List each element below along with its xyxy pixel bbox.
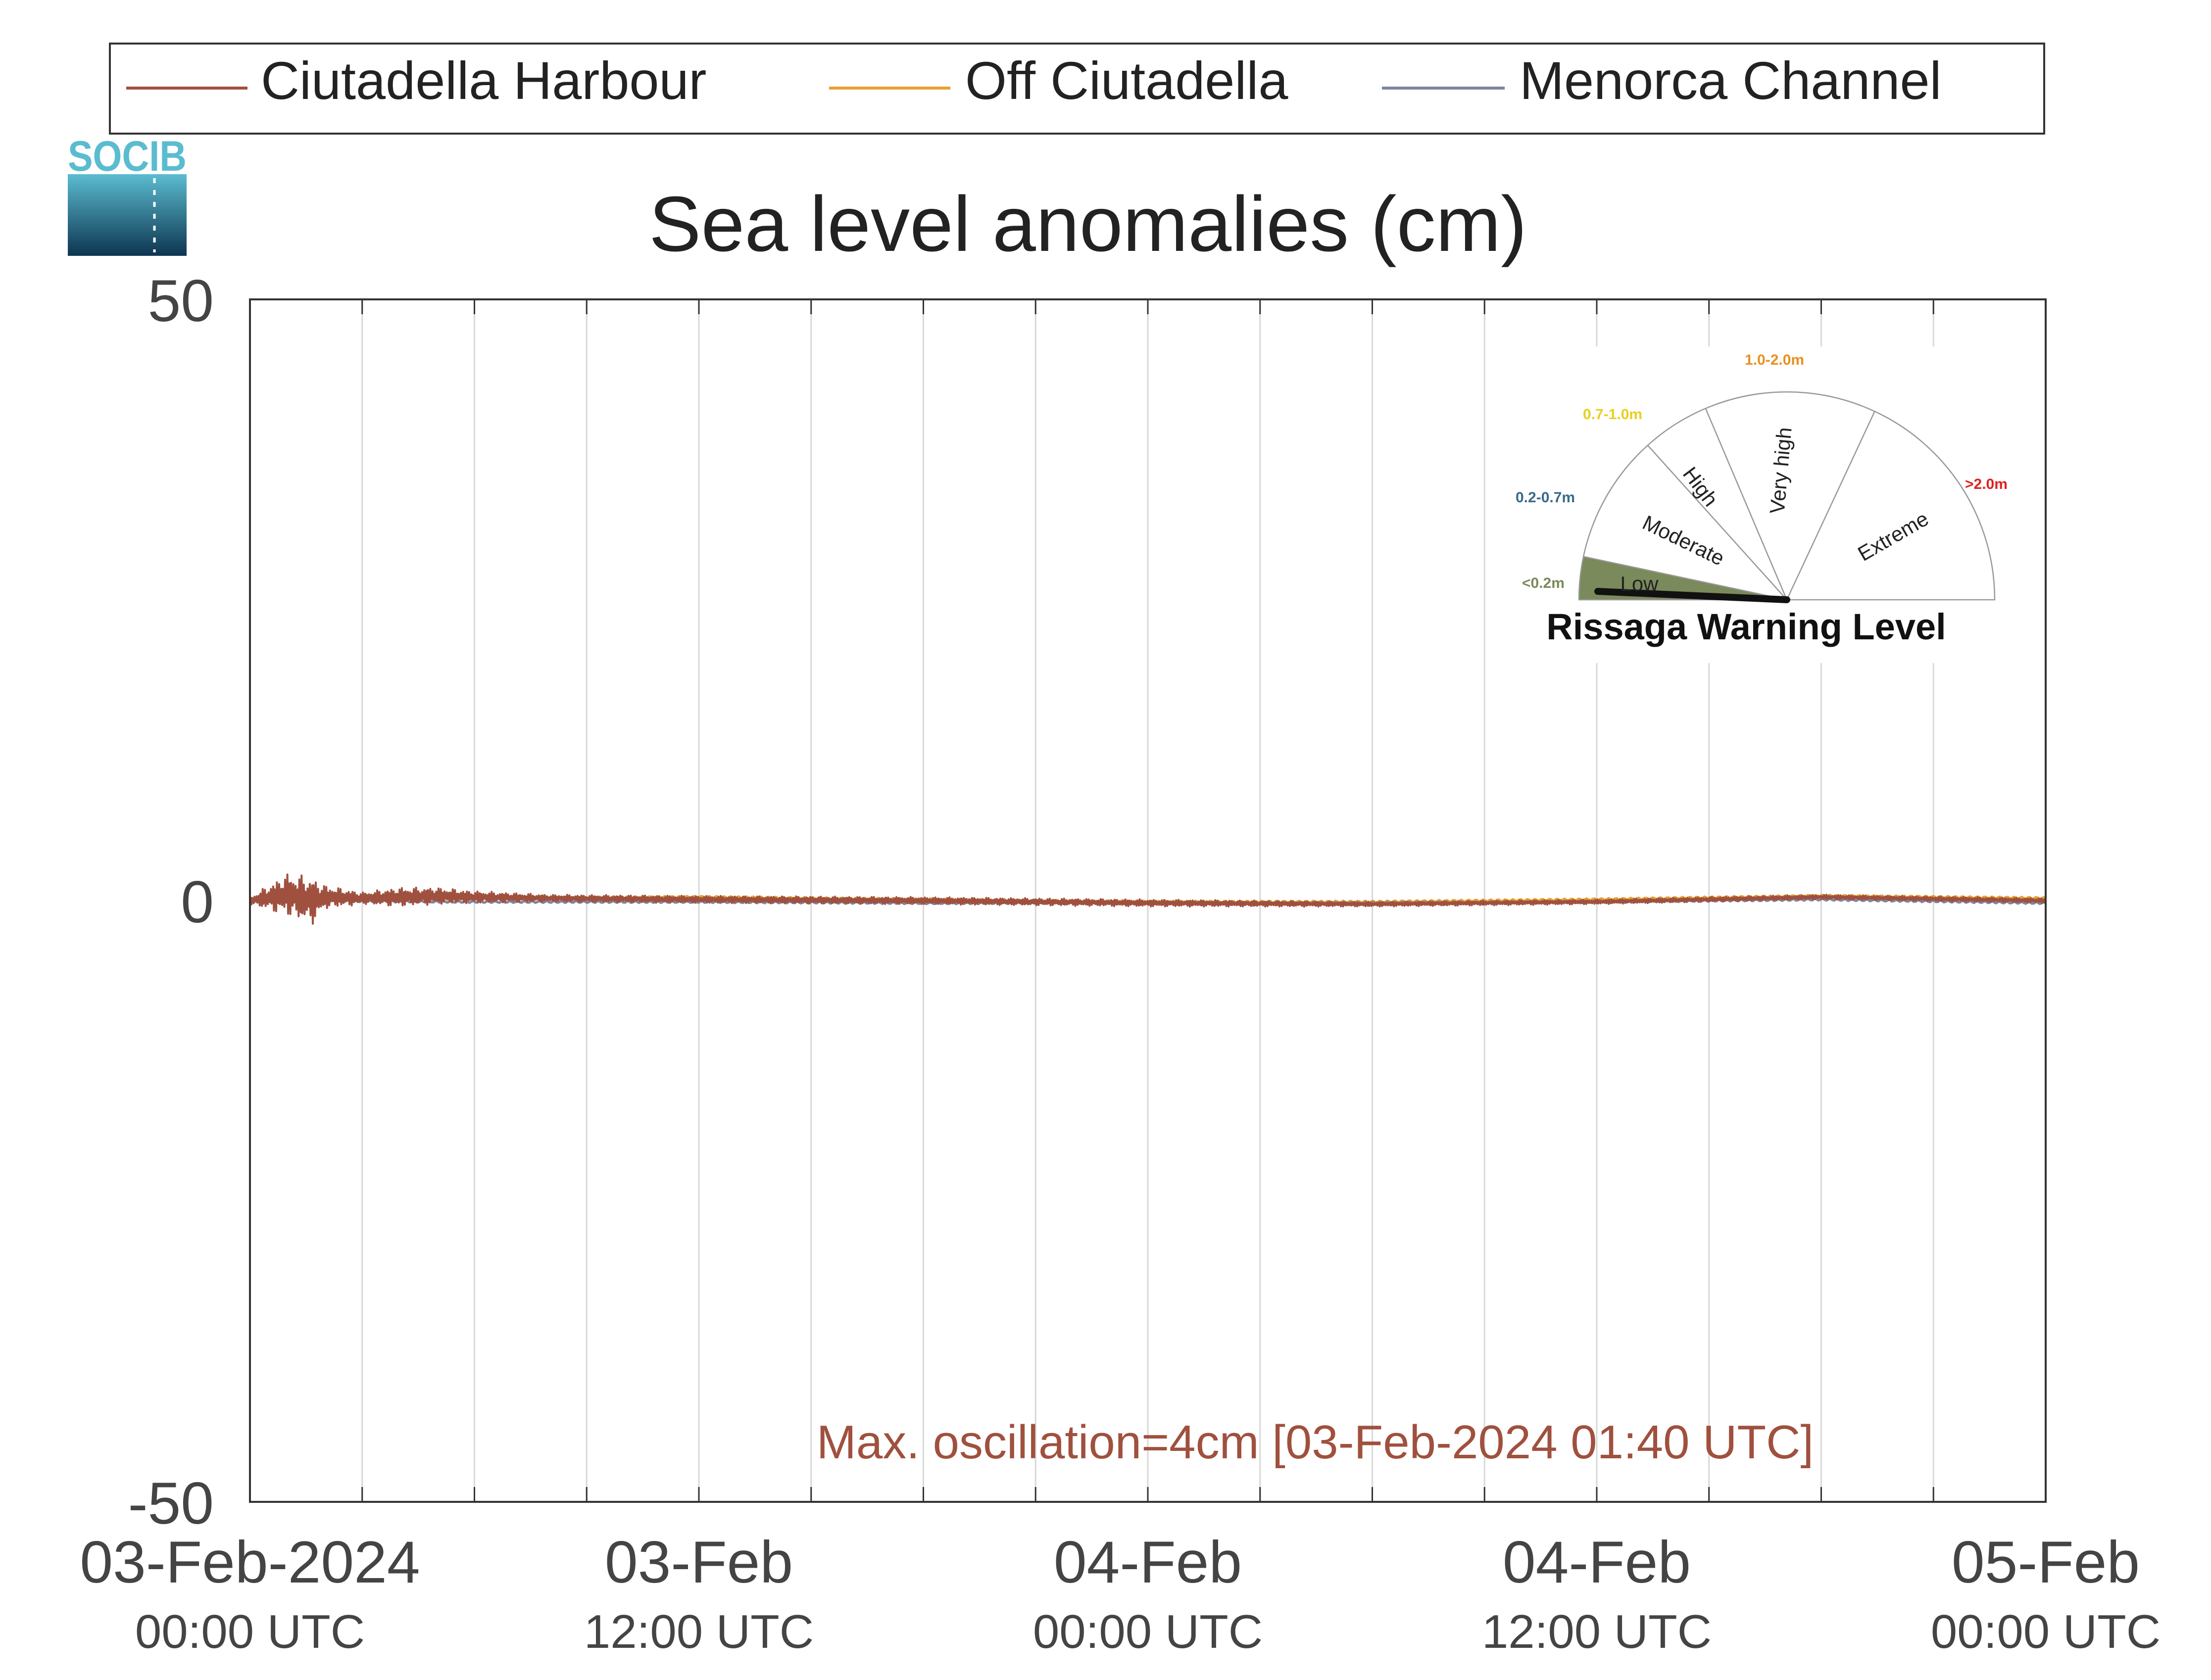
gauge-outline [1578,391,1996,601]
y-tick-label: 0 [181,869,214,935]
x-tick-label-date: 04-Feb [1054,1529,1242,1595]
gauge-dividers [1583,408,1875,601]
gauge-divider [1583,556,1787,601]
gauge-needle [1594,588,1790,603]
rissaga-gauge: Low Moderate High Very high Extreme <0.2… [1490,346,2029,663]
x-tick-label-time: 00:00 UTC [135,1605,365,1658]
x-tick-label-time: 00:00 UTC [1033,1605,1263,1658]
gauge-divider [1705,408,1788,600]
socib-logo-wave [68,174,187,256]
x-tick-label-time: 00:00 UTC [1931,1605,2161,1658]
y-tick-label: -50 [128,1470,214,1536]
x-tick-label-date: 03-Feb-2024 [80,1529,420,1595]
x-tick-label-date: 05-Feb [1952,1529,2140,1595]
legend-label-menorca-channel: Menorca Channel [1520,50,1942,110]
gauge-divider [1647,445,1787,600]
plot-area [249,298,2047,1503]
legend-label-off-ciutadella: Off Ciutadella [965,50,1288,110]
legend-box [109,43,2045,135]
series-layer [249,873,2047,925]
max-oscillation-annotation: Max. oscillation=4cm [03-Feb-2024 01:40 … [817,1416,1814,1469]
gauge-label-low: Low [1620,572,1659,595]
x-axis-tick-labels: 03-Feb-2024 00:00 UTC 03-Feb 12:00 UTC 04-Fe… [80,1529,2161,1658]
x-tick-label-time: 12:00 UTC [584,1605,814,1658]
gauge-range-low: <0.2m [1522,575,1565,591]
gauge-range-high: 0.7-1.0m [1583,406,1642,423]
x-tick-marks [361,299,1934,1502]
chart-title: Sea level anomalies (cm) [649,181,1527,268]
gauge-range-moderate: 0.2-0.7m [1516,489,1575,506]
socib-logo-text: SOCIB [68,133,187,180]
legend: Ciutadella Harbour Off Ciutadella Menorc… [109,43,2045,135]
gauge-background [1490,346,2029,663]
x-tick-label-date: 04-Feb [1503,1529,1691,1595]
x-tick-label-time: 12:00 UTC [1482,1605,1712,1658]
series-line-ciutadella-harbour [249,873,2047,925]
legend-label-ciutadella-harbour: Ciutadella Harbour [261,50,707,110]
x-tick-label-date: 03-Feb [605,1529,793,1595]
y-tick-label: 50 [148,268,214,334]
gauge-title: Rissaga Warning Level [1546,606,1946,647]
socib-logo: SOCIB [68,133,187,256]
gauge-range-extreme: >2.0m [1965,476,2008,492]
y-axis-tick-labels: 50 0 -50 [128,268,214,1536]
gauge-range-very-high: 1.0-2.0m [1745,352,1804,368]
gauge-divider [1786,411,1875,600]
